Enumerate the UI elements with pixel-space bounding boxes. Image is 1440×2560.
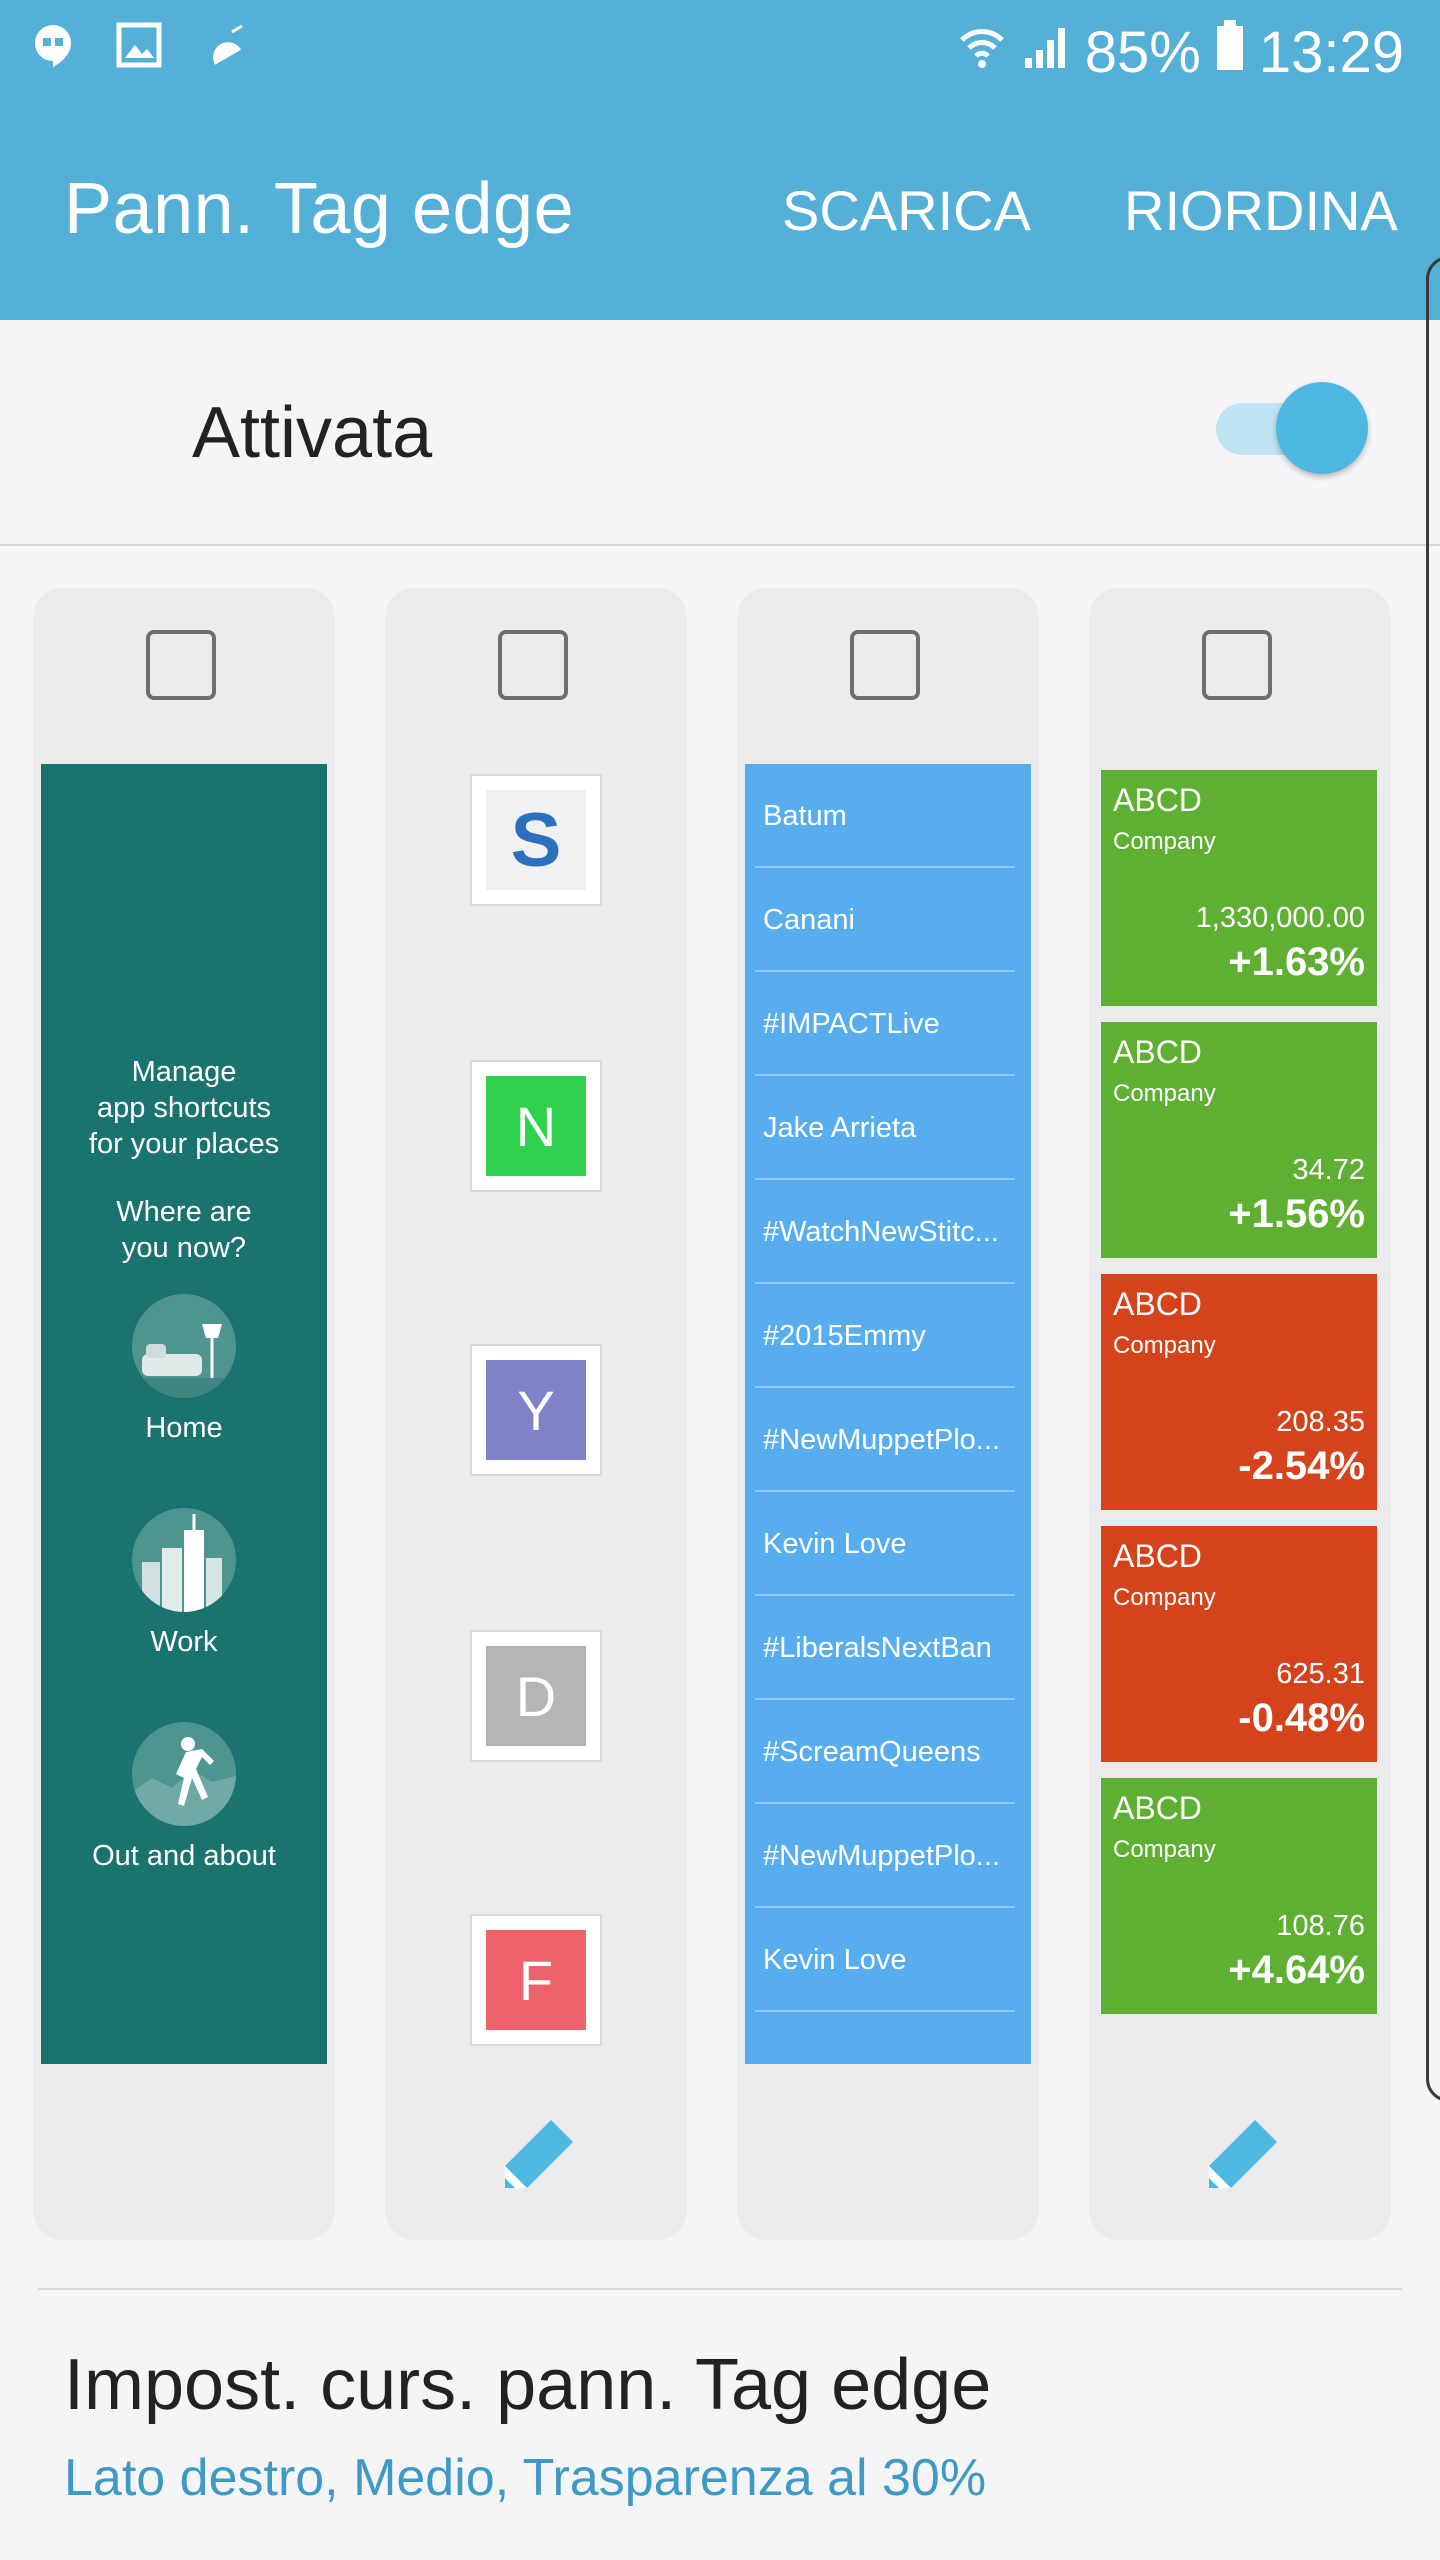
home-icon — [132, 1294, 236, 1398]
places-intro-line-3: for your places — [88, 1128, 280, 1160]
master-switch-label: Attivata — [192, 393, 433, 473]
handle-settings-title[interactable]: Impost. curs. pann. Tag edge — [64, 2345, 992, 2425]
stock-card: ABCD Company 625.31 -0.48% — [1101, 1526, 1377, 1762]
place-label-work: Work — [150, 1626, 218, 1658]
stock-name: ABCD — [1113, 1286, 1202, 1322]
app-shortcut-f[interactable]: F — [470, 1914, 602, 2046]
panel-stocks[interactable]: ABCD Company 1,330,000.00 +1.63% ABCD Co… — [1089, 588, 1391, 2240]
trend-item: #NewMuppetPlo... — [755, 1388, 1015, 1492]
places-intro-line-2: app shortcuts — [96, 1092, 272, 1124]
trend-item: #LiberalsNextBan — [755, 1596, 1015, 1700]
city-icon — [132, 1508, 236, 1612]
app-shortcut-s[interactable]: S — [470, 774, 602, 906]
stock-name: ABCD — [1113, 1790, 1202, 1826]
panel-places[interactable]: Manage app shortcuts for your places Whe… — [33, 588, 335, 2240]
stock-company: Company — [1113, 1836, 1216, 1863]
panel-apps-checkbox[interactable] — [498, 630, 568, 700]
clock: 13:29 — [1258, 19, 1404, 85]
stock-price: 1,330,000.00 — [1195, 902, 1365, 934]
signal-icon — [1021, 19, 1071, 86]
reorder-button[interactable]: RIORDINA — [1124, 179, 1398, 242]
stock-company: Company — [1113, 1332, 1216, 1359]
stock-price: 108.76 — [1276, 1910, 1365, 1942]
trends-preview: Batum Canani #IMPACTLive Jake Arrieta #W… — [745, 764, 1031, 2064]
battery-icon — [1215, 18, 1245, 86]
stock-name: ABCD — [1113, 1034, 1202, 1070]
app-shortcut-n[interactable]: N — [470, 1060, 602, 1192]
trend-item: Batum — [755, 764, 1015, 868]
stock-name: ABCD — [1113, 782, 1202, 818]
stock-price: 34.72 — [1292, 1154, 1365, 1186]
stock-company: Company — [1113, 1584, 1216, 1611]
panel-places-checkbox[interactable] — [146, 630, 216, 700]
stock-price: 625.31 — [1276, 1658, 1365, 1690]
handle-settings-summary: Lato destro, Medio, Trasparenza al 30% — [64, 2449, 987, 2507]
wifi-icon — [957, 19, 1007, 86]
stock-card: ABCD Company 108.76 +4.64% — [1101, 1778, 1377, 2014]
status-bar: 85% 13:29 — [0, 0, 1440, 100]
battery-percent: 85% — [1084, 19, 1201, 85]
trend-item: #2015Emmy — [755, 1284, 1015, 1388]
trend-item: #ScreamQueens — [755, 1700, 1015, 1804]
app-letter: D — [486, 1646, 586, 1746]
app-letter: Y — [486, 1360, 586, 1460]
panel-trends-checkbox[interactable] — [850, 630, 920, 700]
master-switch-row[interactable]: Attivata — [0, 320, 1440, 546]
app-letter: S — [486, 790, 586, 890]
app-shortcut-d[interactable]: D — [470, 1630, 602, 1762]
divider — [38, 2288, 1402, 2290]
pencil-icon — [505, 2120, 573, 2188]
trend-item: #WatchNewStitc... — [755, 1180, 1015, 1284]
android-debug-icon — [202, 22, 248, 73]
switch-thumb[interactable] — [1276, 382, 1368, 474]
gallery-icon — [116, 22, 162, 73]
places-intro-line-1: Manage — [131, 1056, 237, 1088]
app-letter: F — [486, 1930, 586, 2030]
place-label-home: Home — [145, 1412, 223, 1444]
download-button[interactable]: SCARICA — [782, 179, 1031, 242]
stock-card: ABCD Company 208.35 -2.54% — [1101, 1274, 1377, 1510]
stock-change: -0.48% — [1238, 1696, 1365, 1740]
stock-card: ABCD Company 34.72 +1.56% — [1101, 1022, 1377, 1258]
places-question-line-1: Where are — [116, 1196, 252, 1228]
stock-company: Company — [1113, 1080, 1216, 1107]
app-bar: Pann. Tag edge SCARICA RIORDINA — [0, 100, 1440, 320]
stock-card: ABCD Company 1,330,000.00 +1.63% — [1101, 770, 1377, 1006]
panel-apps[interactable]: S N Y D F — [385, 588, 687, 2240]
stock-change: +1.63% — [1228, 940, 1365, 984]
trend-item: Kevin Love — [755, 1908, 1015, 2012]
edge-panel-handle[interactable] — [1426, 256, 1440, 2102]
stocks-preview: ABCD Company 1,330,000.00 +1.63% ABCD Co… — [1097, 764, 1383, 2064]
trend-item: #IMPACTLive — [755, 972, 1015, 1076]
page-title: Pann. Tag edge — [64, 169, 575, 249]
stock-price: 208.35 — [1276, 1406, 1365, 1438]
trend-item: Canani — [755, 868, 1015, 972]
stock-change: +4.64% — [1228, 1948, 1365, 1992]
edit-apps-button[interactable] — [491, 2112, 581, 2202]
walking-person-icon — [132, 1722, 236, 1826]
hangouts-icon — [30, 22, 76, 73]
app-shortcut-y[interactable]: Y — [470, 1344, 602, 1476]
trend-item: Jake Arrieta — [755, 1076, 1015, 1180]
panel-stocks-checkbox[interactable] — [1202, 630, 1272, 700]
stock-company: Company — [1113, 828, 1216, 855]
place-label-out: Out and about — [92, 1840, 276, 1872]
places-question-line-2: you now? — [121, 1232, 247, 1264]
edit-stocks-button[interactable] — [1195, 2112, 1285, 2202]
app-letter: N — [486, 1076, 586, 1176]
stock-change: +1.56% — [1228, 1192, 1365, 1236]
stock-name: ABCD — [1113, 1538, 1202, 1574]
pencil-icon — [1209, 2120, 1277, 2188]
panel-trends[interactable]: Batum Canani #IMPACTLive Jake Arrieta #W… — [737, 588, 1039, 2240]
places-preview: Manage app shortcuts for your places Whe… — [41, 764, 327, 2064]
trend-item: #NewMuppetPlo... — [755, 1804, 1015, 1908]
stock-change: -2.54% — [1238, 1444, 1365, 1488]
trend-item: Kevin Love — [755, 1492, 1015, 1596]
